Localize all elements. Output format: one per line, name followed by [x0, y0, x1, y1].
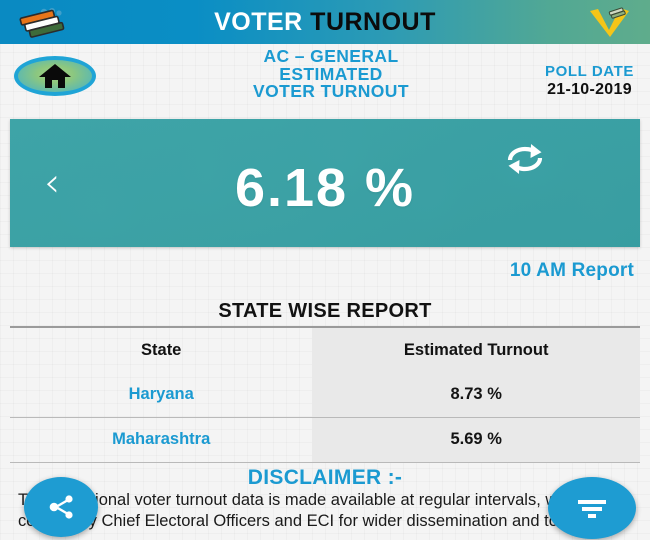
hero-teal-overlay: [10, 119, 640, 247]
state-wise-report-table: State Estimated Turnout Haryana 8.73 %: [10, 326, 640, 463]
app-bar-title-dark: TURNOUT: [310, 7, 436, 36]
turnout-hero-card: ‹ 6.18 %: [10, 119, 640, 247]
share-button[interactable]: [24, 477, 98, 537]
state-wise-report-title: STATE WISE REPORT: [218, 300, 432, 322]
turnout-percentage-value: 6.18 %: [234, 158, 416, 218]
home-button[interactable]: [14, 56, 96, 96]
filter-button[interactable]: [548, 477, 636, 539]
app-bar-title: VOTER TURNOUT: [214, 8, 436, 37]
table-row[interactable]: Maharashtra 5.69 %: [10, 417, 640, 463]
page-title-line-3: VOTER TURNOUT: [253, 81, 409, 101]
page-title-line-1: AC – GENERAL: [263, 46, 399, 66]
page-title-line-2: ESTIMATED: [279, 63, 383, 84]
previous-report-chevron-left-icon[interactable]: ‹: [44, 160, 60, 206]
disclaimer-title: DISCLAIMER :-: [247, 466, 403, 489]
filter-icon: [575, 495, 609, 521]
app-bar: VOTER TURNOUT: [0, 0, 650, 44]
column-header-state: State: [10, 326, 313, 372]
page-title: AC – GENERAL ESTIMATED VOTER TURNOUT: [0, 46, 650, 101]
voter-helpline-logo-icon: [586, 5, 632, 39]
column-header-estimated-turnout: Estimated Turnout: [312, 326, 640, 372]
poll-date-label: POLL DATE: [544, 63, 634, 80]
cell-estimated-turnout: 5.69 %: [312, 417, 640, 463]
share-icon: [46, 492, 76, 522]
poll-date: POLL DATE 21-10-2019: [545, 63, 634, 99]
eci-india-logo-icon: [14, 6, 72, 38]
app-bar-title-light: VOTER: [214, 7, 303, 36]
cell-state-name: Maharashtra: [10, 417, 313, 463]
disclaimer-body: The provisional voter turnout data is ma…: [18, 491, 613, 530]
home-icon: [38, 63, 72, 89]
state-wise-report-table-wrapper: State Estimated Turnout Haryana 8.73 %: [10, 326, 640, 463]
cell-state-name: Haryana: [10, 372, 313, 418]
refresh-sync-icon[interactable]: [502, 140, 548, 178]
poll-date-value: 21-10-2019: [547, 81, 632, 98]
table-header-row: State Estimated Turnout: [10, 326, 640, 372]
report-time-label: 10 AM Report: [509, 260, 634, 281]
table-row[interactable]: Haryana 8.73 %: [10, 372, 640, 418]
cell-estimated-turnout: 8.73 %: [312, 372, 640, 418]
